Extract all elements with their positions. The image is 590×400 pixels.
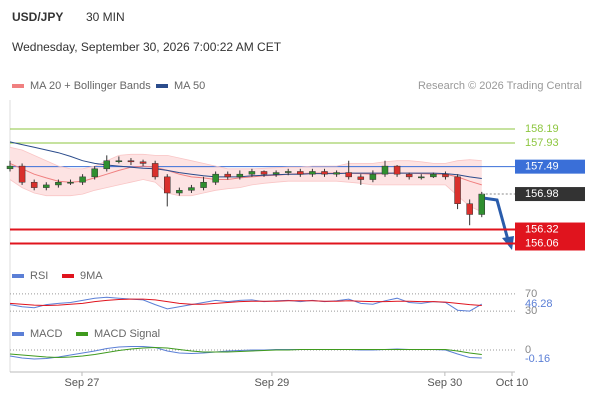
candle-body bbox=[284, 171, 292, 173]
indicator-line bbox=[9, 298, 482, 307]
candle-body bbox=[67, 181, 74, 184]
candle-body bbox=[418, 176, 425, 179]
indicator-line bbox=[9, 296, 483, 312]
indicator-line bbox=[9, 346, 482, 359]
candle-body bbox=[151, 163, 159, 178]
candle-body bbox=[18, 165, 26, 183]
candle-body bbox=[442, 173, 449, 178]
legend-label: MA 20 + Bollinger Bands bbox=[30, 80, 151, 92]
candle-body bbox=[236, 173, 244, 178]
last-price-box bbox=[515, 187, 585, 202]
credit: Research © 2026 Trading Central bbox=[418, 80, 582, 92]
level-label: 156.32 bbox=[525, 223, 559, 235]
indicator-line bbox=[9, 346, 482, 360]
candle-body bbox=[454, 176, 461, 204]
y-tick-label: 0 bbox=[525, 344, 531, 356]
candle-body bbox=[91, 168, 98, 178]
legend-swatch bbox=[12, 332, 24, 336]
candle-body bbox=[127, 160, 135, 163]
x-tick-label: Sep 30 bbox=[427, 377, 462, 389]
candle-body bbox=[188, 187, 195, 191]
forecast-arrow bbox=[482, 196, 510, 241]
candle-body bbox=[430, 173, 437, 178]
legend-label: RSI bbox=[30, 270, 48, 282]
legend-label: MA 50 bbox=[174, 80, 205, 92]
candle-body bbox=[297, 171, 304, 175]
candle-body bbox=[333, 172, 340, 175]
ma-line bbox=[9, 141, 482, 179]
candle-body bbox=[103, 160, 111, 170]
candle-body bbox=[139, 161, 147, 164]
candle-body bbox=[405, 173, 413, 178]
candle-body bbox=[115, 160, 123, 162]
level-label: 157.49 bbox=[525, 161, 559, 173]
candle-body bbox=[321, 171, 328, 175]
candle-body bbox=[478, 193, 486, 215]
legend-label: 9MA bbox=[80, 270, 103, 282]
candle-body bbox=[248, 171, 256, 175]
candle-body bbox=[309, 171, 316, 175]
level-box bbox=[515, 159, 585, 174]
candle-body bbox=[164, 176, 171, 194]
candle-body bbox=[466, 203, 473, 215]
last-price-label: 156.98 bbox=[525, 188, 559, 200]
candle-body bbox=[260, 171, 268, 175]
level-box bbox=[515, 222, 585, 237]
candle-body bbox=[212, 173, 219, 183]
legend-swatch bbox=[12, 274, 24, 278]
candle-body bbox=[345, 172, 352, 178]
bb-lower bbox=[9, 179, 482, 213]
legend-swatch bbox=[62, 274, 74, 278]
y-tick-label: 70 bbox=[525, 288, 537, 300]
x-tick-label: Sep 27 bbox=[65, 377, 100, 389]
level-box bbox=[515, 236, 585, 251]
legend-label: MACD Signal bbox=[94, 328, 160, 340]
candle-body bbox=[381, 165, 389, 175]
value-label: -0.16 bbox=[525, 353, 550, 365]
legend-swatch bbox=[76, 332, 88, 336]
candle-body bbox=[272, 172, 280, 175]
date: Wednesday, September 30, 2026 7:00:22 AM… bbox=[12, 40, 282, 54]
bb-upper bbox=[9, 146, 482, 170]
level-label: 158.19 bbox=[525, 123, 559, 135]
legend-swatch bbox=[156, 84, 168, 88]
y-tick-label: 30 bbox=[525, 305, 537, 317]
value-label: 46.28 bbox=[525, 298, 553, 310]
candle-body bbox=[6, 165, 14, 170]
legend-label: MACD bbox=[30, 328, 62, 340]
symbol: USD/JPY bbox=[12, 10, 63, 24]
candle-body bbox=[176, 190, 183, 194]
candle-body bbox=[30, 181, 38, 188]
timeframe: 30 MIN bbox=[86, 10, 125, 24]
x-tick-label: Sep 29 bbox=[254, 377, 289, 389]
candle-body bbox=[369, 173, 377, 180]
legend-swatch bbox=[12, 84, 24, 88]
candle-body bbox=[79, 176, 86, 183]
candle-body bbox=[393, 165, 401, 175]
candle-body bbox=[357, 176, 365, 180]
x-tick-label: Oct 10 bbox=[496, 377, 528, 389]
candle-body bbox=[55, 181, 62, 186]
level-label: 156.06 bbox=[525, 237, 559, 249]
candle-body bbox=[200, 181, 207, 188]
candle-body bbox=[43, 184, 50, 188]
level-label: 157.93 bbox=[525, 137, 559, 149]
candle-body bbox=[224, 173, 231, 178]
